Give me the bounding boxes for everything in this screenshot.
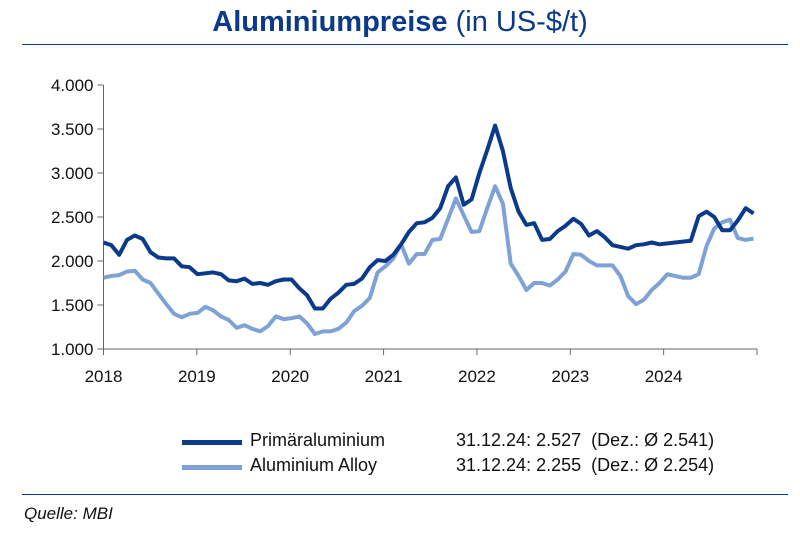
x-tick-label: 2023 [551, 367, 589, 386]
legend-swatch-primary [182, 440, 242, 445]
y-tick-label: 2.500 [51, 208, 94, 227]
y-tick-label: 1.500 [51, 296, 94, 315]
legend-swatch-alloy [182, 465, 242, 470]
x-tick-label: 2024 [645, 367, 683, 386]
title-unit: (in US-$/t) [455, 6, 588, 38]
legend-value-alloy: 31.12.24: 2.255 (Dez.: Ø 2.254) [456, 455, 715, 475]
series-line-primary [102, 123, 755, 311]
series-line-alloy [103, 184, 754, 336]
y-tick-label: 3.000 [51, 164, 94, 183]
x-tick-label: 2019 [178, 367, 216, 386]
legend: Primäraluminium 31.12.24: 2.527 (Dez.: Ø… [182, 430, 782, 480]
footer-rule [22, 494, 788, 495]
x-tick-label: 2020 [271, 367, 309, 386]
x-tick-label: 2021 [365, 367, 403, 386]
legend-label-primary: Primäraluminium [250, 430, 386, 450]
y-tick-label: 2.000 [51, 252, 94, 271]
chart-title: Aluminiumpreise (in US-$/t) [0, 6, 800, 39]
y-tick-label: 3.500 [51, 120, 94, 139]
title-main: Aluminiumpreise [212, 6, 448, 38]
x-tick-label: 2022 [458, 367, 496, 386]
legend-value-primary: 31.12.24: 2.527 (Dez.: Ø 2.541) [456, 430, 715, 450]
legend-label-alloy: Aluminium Alloy [250, 455, 378, 475]
title-rule [22, 44, 788, 45]
source-note: Quelle: MBI [24, 504, 113, 523]
y-tick-label: 4.000 [51, 76, 94, 95]
y-tick-label: 1.000 [51, 340, 94, 359]
x-tick-label: 2018 [85, 367, 123, 386]
